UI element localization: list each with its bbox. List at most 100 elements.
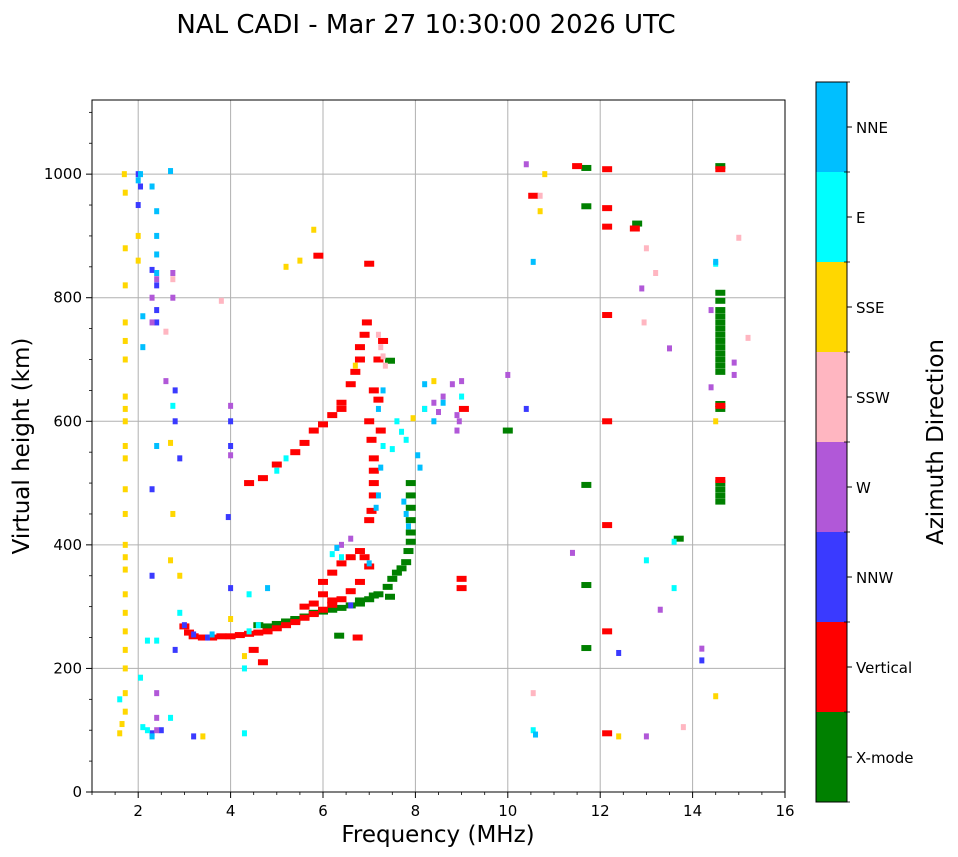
data-point-nne: [373, 504, 379, 511]
x-tick-label: 10: [498, 802, 517, 820]
data-point-x-mode: [715, 289, 726, 296]
data-point-nne: [209, 631, 215, 638]
data-point-w: [170, 270, 176, 276]
data-point-w: [436, 409, 441, 416]
data-point-vertical: [602, 312, 613, 319]
data-point-vertical: [602, 166, 613, 173]
colorbar-segment: [816, 352, 847, 442]
data-point-nne: [401, 498, 407, 505]
data-points: [117, 161, 751, 740]
data-point-w: [505, 371, 511, 378]
data-point-vertical: [350, 368, 361, 375]
colorbar-segment: [816, 262, 847, 352]
data-point-sse: [537, 208, 543, 215]
data-point-vertical: [308, 600, 319, 607]
data-point-nnw: [228, 443, 234, 449]
colorbar-tick-label: NNW: [856, 569, 893, 587]
data-point-nne: [415, 452, 421, 459]
data-point-nne: [149, 733, 155, 740]
data-point-x-mode: [715, 331, 726, 338]
data-point-nnw: [154, 282, 160, 289]
data-point-nnw: [172, 646, 178, 653]
data-point-e: [170, 402, 176, 409]
data-point-nne: [265, 585, 271, 592]
data-point-w: [708, 384, 714, 391]
data-point-ssw: [653, 270, 659, 276]
data-point-vertical: [602, 205, 613, 212]
data-point-e: [144, 637, 150, 644]
data-point-sse: [713, 693, 719, 700]
data-point-vertical: [368, 480, 379, 487]
data-point-vertical: [602, 223, 613, 230]
data-point-w: [667, 345, 672, 352]
data-point-nne: [533, 731, 539, 738]
data-point-vertical: [327, 569, 338, 576]
colorbar-tick-label: SSW: [856, 389, 890, 407]
data-point-ssw: [736, 234, 742, 241]
data-point-x-mode: [384, 593, 395, 600]
data-point-ssw: [745, 334, 751, 341]
data-point-vertical: [299, 614, 310, 621]
data-point-nnw: [225, 514, 231, 521]
data-point-x-mode: [336, 604, 347, 611]
data-point-sse: [410, 415, 416, 422]
data-point-nne: [334, 544, 340, 551]
x-axis-label: Frequency (MHz): [341, 822, 534, 848]
data-point-x-mode: [334, 632, 345, 639]
data-point-vertical: [197, 634, 208, 641]
data-point-nnw: [699, 657, 705, 664]
colorbar-tick-label: X-mode: [856, 749, 913, 767]
data-point-nne: [380, 387, 386, 394]
data-point-e: [459, 393, 465, 400]
data-point-e: [422, 405, 428, 412]
data-point-e: [530, 727, 536, 734]
data-point-sse: [168, 557, 174, 564]
data-point-sse: [542, 171, 548, 178]
data-point-vertical: [281, 622, 292, 629]
data-point-nne: [440, 399, 446, 406]
data-point-x-mode: [405, 517, 416, 524]
data-point-w: [431, 399, 437, 406]
data-point-nnw: [154, 307, 160, 314]
data-point-sse: [122, 405, 128, 412]
data-point-ssw: [530, 690, 536, 697]
data-point-nne: [378, 464, 384, 471]
data-point-x-mode: [581, 203, 592, 210]
data-point-sse: [122, 628, 128, 635]
data-point-vertical: [336, 405, 347, 412]
data-point-nne: [154, 251, 160, 258]
data-point-ssw: [378, 344, 384, 351]
data-point-nnw: [149, 486, 155, 493]
data-point-nnw: [205, 634, 210, 641]
plot-area-frame: [91, 99, 786, 793]
data-point-vertical: [345, 588, 356, 595]
data-point-nne: [168, 168, 174, 175]
data-point-sse: [200, 733, 206, 740]
data-point-w: [440, 393, 446, 400]
data-point-e: [168, 714, 174, 721]
data-point-x-mode: [715, 486, 726, 493]
data-point-vertical: [234, 632, 245, 639]
data-point-e: [140, 724, 146, 731]
data-point-sse: [241, 653, 247, 660]
data-point-w: [459, 378, 465, 385]
data-point-x-mode: [382, 583, 393, 590]
data-point-x-mode: [715, 498, 726, 505]
data-point-sse: [713, 418, 719, 425]
data-point-nnw: [135, 202, 141, 209]
data-point-w: [657, 606, 663, 613]
data-point-vertical: [368, 492, 379, 499]
colorbar-frame: [815, 81, 848, 803]
data-point-vertical: [184, 629, 195, 636]
axes-ticks: 2 4 6 8 10 12 14 16 0 200 400 600 800 1000: [44, 111, 795, 820]
data-point-e: [246, 591, 252, 598]
data-point-vertical: [602, 418, 613, 425]
data-point-sse: [177, 572, 183, 579]
data-point-nne: [149, 183, 155, 190]
data-point-vertical: [313, 252, 324, 259]
data-point-e: [246, 628, 252, 635]
x-tick-label: 14: [683, 802, 702, 820]
colorbar-tick-label: SSE: [856, 299, 885, 317]
data-point-x-mode: [327, 606, 338, 613]
data-point-w: [639, 285, 645, 292]
